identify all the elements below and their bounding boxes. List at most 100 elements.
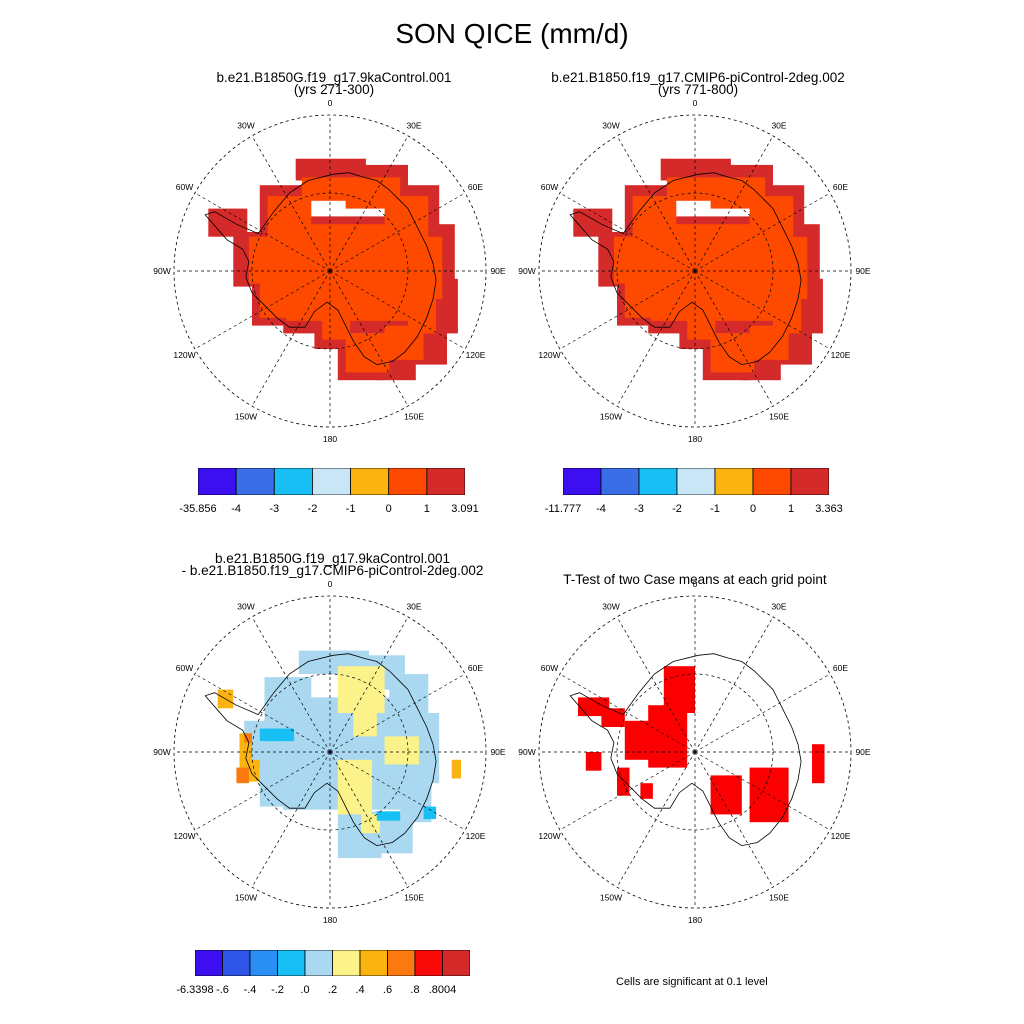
colorbar-tick-label: -4 [596, 503, 606, 515]
colorbar-tick-label: .0 [300, 984, 310, 996]
longitude-label: 150W [600, 411, 622, 421]
longitude-label: 60W [541, 663, 558, 673]
longitude-label: 120W [538, 831, 560, 841]
meridian-line [329, 751, 409, 888]
significant-cell-region [640, 783, 653, 799]
colorbar-swatch [312, 467, 351, 496]
inner-ice-region [651, 224, 777, 321]
longitude-label: 150W [600, 892, 622, 902]
longitude-label: 150E [404, 411, 424, 421]
longitude-label: 30W [237, 602, 254, 612]
longitude-label: 30W [602, 602, 619, 612]
colorbar-swatch [426, 467, 466, 496]
meridian-line [194, 673, 331, 753]
inner-ice-region [613, 236, 653, 284]
colorbar-tick-label: .8 [410, 984, 420, 996]
antarctica-coastline [204, 653, 437, 847]
panel-2-map: 0 30E 60E 90E 120E 150E 180 150W 120W 90W 60W 30W [518, 100, 871, 444]
significant-cell-region [617, 767, 630, 796]
significant-cell-region [585, 752, 602, 771]
longitude-label: 180 [688, 434, 702, 444]
longitude-label: 90W [153, 747, 170, 757]
longitude-label: 30W [602, 121, 619, 131]
meridian-line [251, 135, 331, 272]
graticule: 0 30E 60E 90E 120E 150E 180 150W 120W 90W 60W 30W [153, 581, 506, 925]
colorbar-swatch [638, 467, 678, 496]
longitude-label: 180 [323, 915, 337, 925]
inner-ice-region [248, 236, 288, 284]
colorbar-tick-label: .8004 [428, 984, 457, 996]
meridian-line [616, 270, 696, 407]
colorbar-tick-label: -1 [345, 503, 356, 515]
panel-3-colorbar: -6.3398 -.6 -.4 -.2 .0 .2 .4 .6 .8 .8004 [176, 949, 471, 996]
data-field [578, 666, 825, 823]
meridian-line [694, 751, 774, 888]
colorbar-tick-label: -2 [307, 503, 318, 515]
meridian-line [694, 270, 831, 350]
panel-3-map: 0 30E 60E 90E 120E 150E 180 150W 120W 90W 60W 30W [153, 581, 506, 925]
longitude-label: 0 [693, 581, 698, 589]
longitude-label: 60E [833, 663, 848, 673]
colorbar-swatch [388, 467, 428, 496]
colorbar-tick-label: -35.856 [179, 503, 217, 515]
colorbar-tick-label: -2 [672, 503, 682, 515]
longitude-label: 150W [235, 892, 257, 902]
colorbar-swatch [359, 949, 388, 977]
darkorange-difference-region [244, 733, 252, 743]
map-boundary [173, 595, 487, 909]
inner-ice-region [384, 325, 424, 360]
colorbar-swatch [350, 467, 390, 496]
panel-4-title-line-1: T-Test of two Case means at each grid po… [563, 572, 827, 587]
colorbar-tick-label: -6.3398 [176, 984, 214, 996]
meridian-line [559, 192, 696, 272]
colorbar-swatch [714, 467, 754, 496]
panel-4-title: T-Test of two Case means at each grid po… [530, 572, 860, 587]
meridian-line [251, 751, 331, 888]
graticule: 0 30E 60E 90E 120E 150E 180 150W 120W 90W 60W 30W [518, 100, 871, 444]
panel-1-title-line-1: b.e21.B1850G.f19_g17.9kaControl.001 [216, 70, 452, 85]
meridian-line [616, 616, 696, 753]
panel-3-title-line-1: b.e21.B1850G.f19_g17.9kaControl.001 [215, 551, 450, 566]
longitude-label: 90W [153, 266, 170, 276]
longitude-label: 30E [771, 121, 786, 131]
meridian-line [559, 751, 696, 831]
panel-4-map: 0 30E 60E 90E 120E 150E 180 150W 120W 90W 60W 30W [518, 581, 871, 925]
figure-title: SON QICE (mm/d) [395, 18, 629, 49]
significant-cell-region [812, 744, 825, 784]
inner-ice-region [286, 224, 412, 321]
longitude-label: 30E [771, 602, 786, 612]
meridian-line [329, 270, 409, 407]
colorbar-swatch [197, 467, 237, 496]
longitude-label: 120W [173, 831, 195, 841]
colorbar-swatch [752, 467, 792, 496]
positive-difference-region [353, 705, 377, 737]
significance-footnote: Cells are significant at 0.1 level [616, 976, 768, 988]
longitude-label: 0 [693, 100, 698, 108]
colorbar-swatch [442, 949, 471, 977]
longitude-label: 180 [688, 915, 702, 925]
data-field [573, 158, 823, 381]
inner-ice-region [749, 325, 789, 360]
colorbar-swatch [273, 467, 313, 496]
meridian-line [694, 751, 831, 831]
antarctica-coastline [204, 172, 437, 366]
colorbar-tick-label: -3 [269, 503, 280, 515]
panel-2-colorbar: -11.777 -4 -3 -2 -1 0 1 3.363 [545, 467, 843, 515]
longitude-label: 60E [468, 182, 483, 192]
longitude-label: 90E [855, 266, 870, 276]
meridian-line [616, 135, 696, 272]
colorbar-swatch [249, 949, 278, 977]
colorbar-swatch [332, 949, 361, 977]
meridian-line [329, 192, 466, 272]
colorbar-boxes [197, 467, 466, 496]
data-field [217, 650, 462, 859]
meridian-line [694, 192, 831, 272]
longitude-label: 150E [769, 411, 789, 421]
meridian-line [694, 270, 774, 407]
longitude-label: 90E [490, 266, 505, 276]
longitude-label: 0 [328, 581, 333, 589]
colorbar-swatch [277, 949, 306, 977]
colorbar-tick-label: -.6 [216, 984, 229, 996]
darkorange-difference-region [236, 767, 249, 784]
meridian-line [694, 135, 774, 272]
